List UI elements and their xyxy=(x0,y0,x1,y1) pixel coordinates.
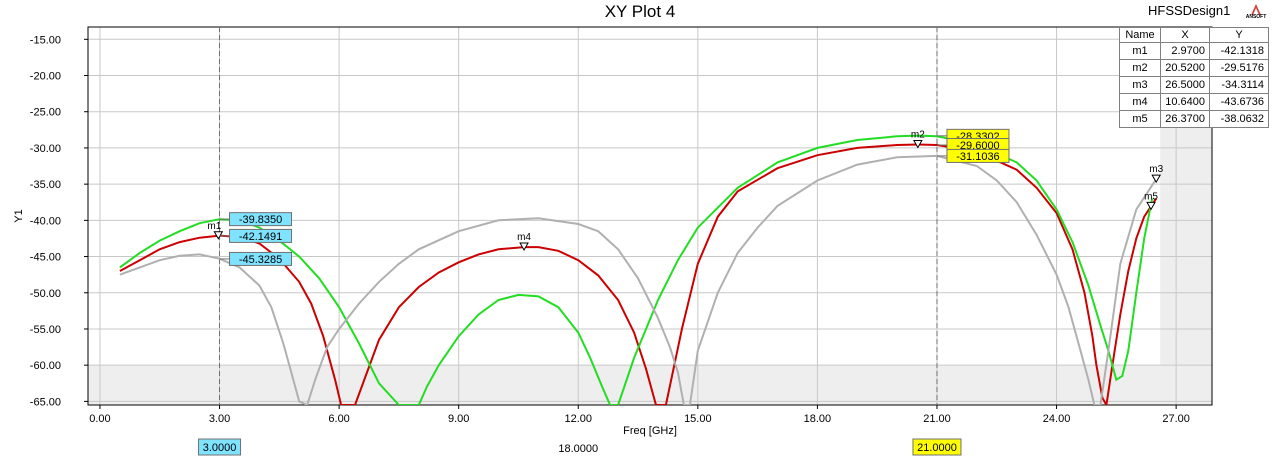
series-line-2 xyxy=(119,134,1154,405)
marker-x: 20.5200 xyxy=(1160,59,1210,77)
x-tick-label: 21.00 xyxy=(923,413,951,425)
marker-y: -29.5176 xyxy=(1209,59,1269,77)
marker-triangle-icon xyxy=(1146,201,1156,211)
cursor-x-label: 21.0000 xyxy=(917,442,957,454)
ansoft-logo-icon: ANSOFT xyxy=(1243,3,1269,23)
marker-triangle-icon xyxy=(213,231,224,240)
marker-name: m3 xyxy=(1119,76,1161,94)
plot-title: XY Plot 4 xyxy=(604,2,676,21)
marker-name: m5 xyxy=(1119,110,1161,128)
y-tick-label: -55.00 xyxy=(30,324,61,336)
marker-name: m4 xyxy=(1119,93,1161,111)
cursor-x-box xyxy=(198,438,242,456)
marker-y: -42.1318 xyxy=(1209,42,1269,60)
header-x: X xyxy=(1160,27,1210,43)
y-tick-label: -30.00 xyxy=(30,143,61,155)
marker-x: 26.5000 xyxy=(1160,76,1210,94)
y-tick-label: -45.00 xyxy=(30,252,61,264)
marker-triangle-icon xyxy=(912,139,923,149)
table-row: m3 26.5000 -34.3114 xyxy=(1119,76,1269,94)
y-axis-label: Y1 xyxy=(13,209,25,222)
cursor-readout-label: -39.8350 xyxy=(239,214,282,226)
cursor-readout-box xyxy=(229,251,293,266)
y-tick-label: -50.00 xyxy=(30,288,61,300)
cursor-x-box xyxy=(912,438,962,456)
cursor-delta-label: 18.0000 xyxy=(558,443,598,455)
cursor-readout-box xyxy=(946,148,1010,163)
cursor-readout-box xyxy=(229,228,293,243)
y-tick-label: -65.00 xyxy=(30,396,61,408)
cursor-readout-label: -42.1491 xyxy=(239,231,282,243)
marker-x: 26.3700 xyxy=(1160,110,1210,128)
marker-y: -43.6736 xyxy=(1209,93,1269,111)
marker-triangle-icon xyxy=(519,242,529,251)
y-tick-label: -15.00 xyxy=(30,34,61,46)
x-tick-label: 12.00 xyxy=(564,413,592,425)
marker-x: 10.6400 xyxy=(1160,93,1210,111)
design-name: HFSSDesign1 xyxy=(1148,3,1231,18)
header-name: Name xyxy=(1119,27,1161,43)
x-tick-label: 9.00 xyxy=(448,413,469,425)
marker-label: m5 xyxy=(1144,191,1158,202)
y-tick-label: -35.00 xyxy=(30,179,61,191)
series-line-3 xyxy=(119,154,1158,405)
table-row: m1 2.9700 -42.1318 xyxy=(1119,42,1269,60)
marker-triangle-icon xyxy=(1151,174,1162,184)
header-y: Y xyxy=(1209,27,1269,43)
marker-table-header: Name X Y xyxy=(1119,27,1269,43)
cursor-x-label: 3.0000 xyxy=(203,442,237,454)
y-tick-label: -20.00 xyxy=(30,71,61,83)
x-tick-label: 15.00 xyxy=(684,413,712,425)
marker-x: 2.9700 xyxy=(1160,42,1210,60)
x-tick-label: 3.00 xyxy=(209,413,230,425)
cursor-readout-label: -31.1036 xyxy=(956,151,999,163)
x-tick-label: 6.00 xyxy=(328,413,349,425)
marker-y: -38.0632 xyxy=(1209,110,1269,128)
marker-name: m2 xyxy=(1119,59,1161,77)
x-tick-label: 18.00 xyxy=(804,413,832,425)
marker-label: m2 xyxy=(911,129,925,140)
table-row: m5 26.3700 -38.0632 xyxy=(1119,110,1269,128)
marker-y: -34.3114 xyxy=(1209,76,1269,94)
series-line-1 xyxy=(119,143,1158,405)
cursor-readout-box xyxy=(229,212,293,227)
y-tick-label: -25.00 xyxy=(30,107,61,119)
plot-border xyxy=(87,26,1213,406)
table-row: m2 20.5200 -29.5176 xyxy=(1119,59,1269,77)
cursor-readout-label: -45.3285 xyxy=(239,254,282,266)
logo-text: ANSOFT xyxy=(1245,14,1267,20)
x-axis-label: Freq [GHz] xyxy=(623,425,677,437)
marker-label: m1 xyxy=(207,221,221,232)
x-tick-label: 24.00 xyxy=(1043,413,1071,425)
marker-label: m3 xyxy=(1149,164,1163,175)
y-tick-label: -40.00 xyxy=(30,215,61,227)
marker-table: Name X Y m1 2.9700 -42.1318 m2 20.5200 -… xyxy=(1119,27,1269,128)
y-tick-label: -60.00 xyxy=(30,360,61,372)
marker-label: m4 xyxy=(517,232,531,243)
x-tick-label: 27.00 xyxy=(1162,413,1190,425)
marker-name: m1 xyxy=(1119,42,1161,60)
table-row: m4 10.6400 -43.6736 xyxy=(1119,93,1269,111)
x-tick-label: 0.00 xyxy=(89,413,110,425)
